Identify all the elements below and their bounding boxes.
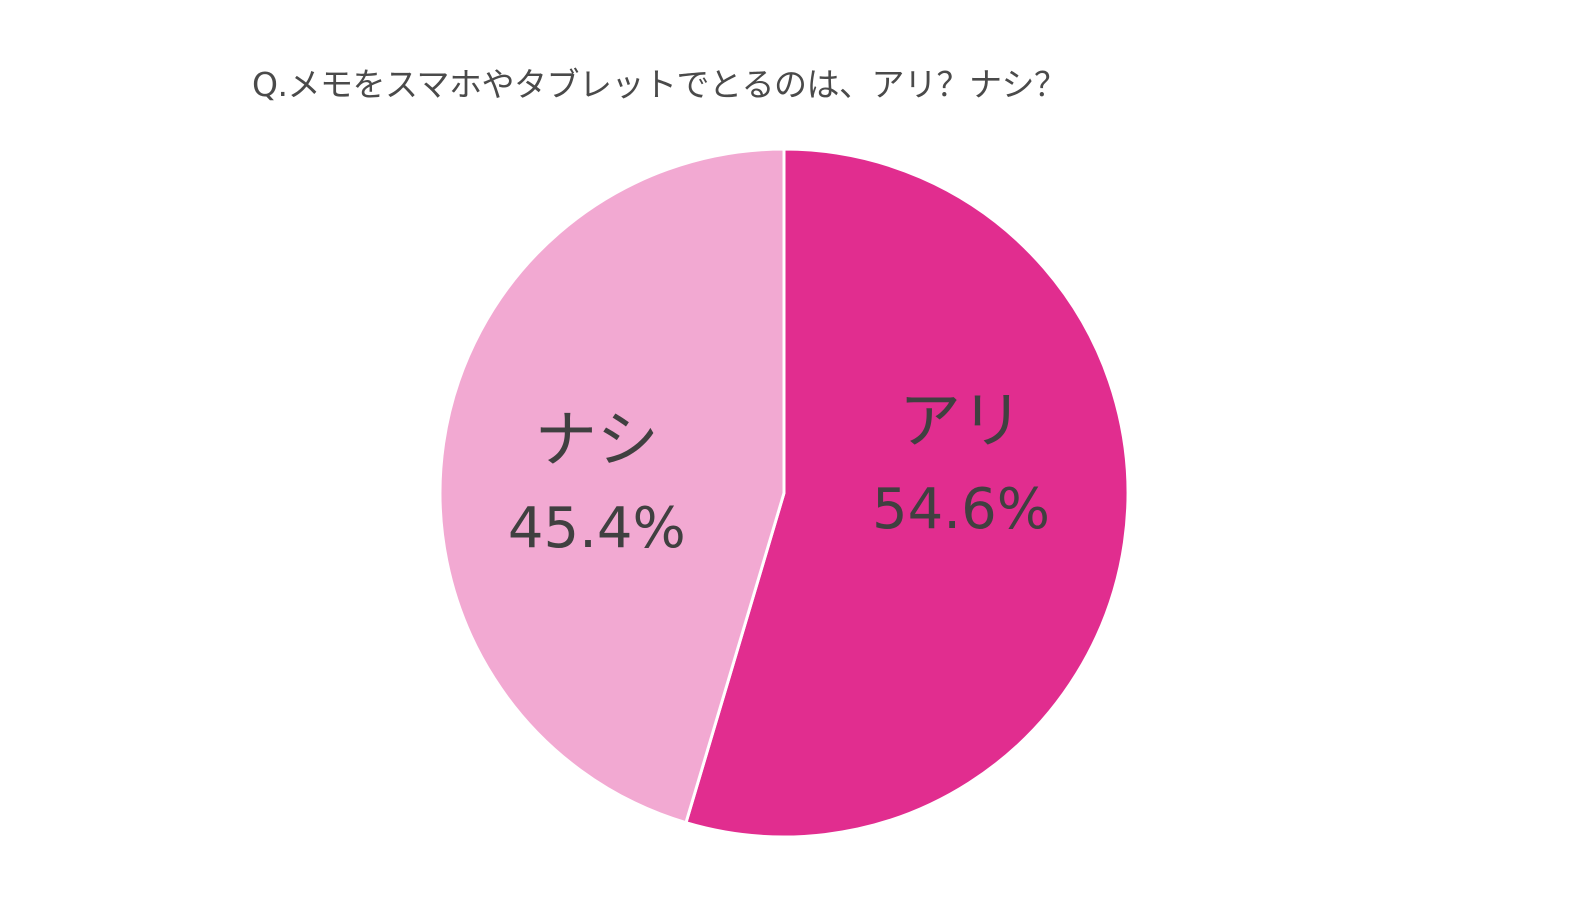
slice-label-ari: アリ [899, 384, 1023, 457]
chart-title: Q.メモをスマホやタブレットでとるのは、アリ？ナシ？ [252, 65, 1067, 104]
slice-label-nashi: ナシ [535, 403, 659, 476]
slice-value-nashi: 45.4% [508, 496, 686, 561]
pie-slice-nashi [438, 147, 786, 825]
pie-slice-ari [684, 147, 1130, 839]
slice-value-ari: 54.6% [872, 477, 1050, 542]
